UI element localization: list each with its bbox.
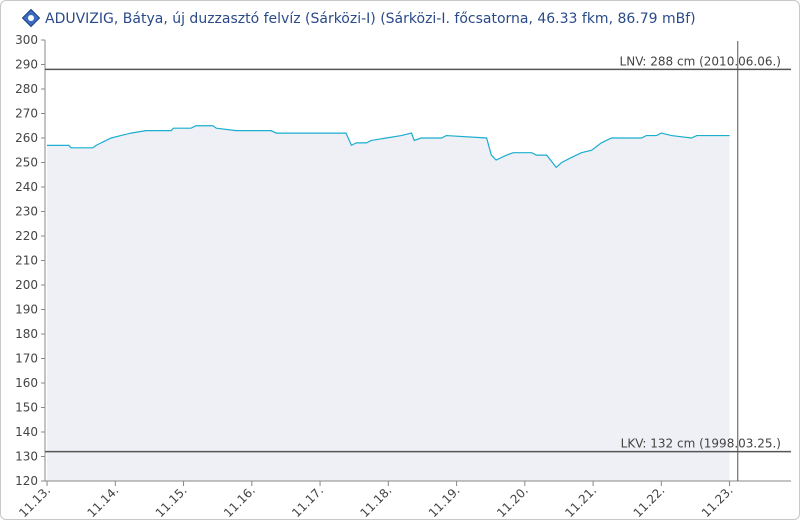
- chart-title: ADUVIZIG, Bátya, új duzzasztó felvíz (Sá…: [45, 11, 696, 27]
- x-tick-label: 11.16.: [221, 483, 258, 519]
- area: [47, 125, 730, 481]
- y-tick-label: 250: [15, 156, 38, 170]
- y-tick-label: 230: [15, 205, 38, 219]
- y-tick-label: 260: [15, 131, 38, 145]
- y-tick-label: 150: [15, 401, 38, 415]
- y-tick-label: 160: [15, 376, 38, 390]
- y-tick-label: 300: [15, 33, 38, 47]
- line: [47, 125, 730, 169]
- x-tick-label: 11.21.: [562, 483, 599, 519]
- y-tick-label: 220: [15, 229, 38, 243]
- x-tick-label: 11.20.: [494, 483, 531, 519]
- y-tick-label: 290: [15, 58, 38, 72]
- y-tick-label: 270: [15, 107, 38, 121]
- x-tick-label: 11.22.: [631, 483, 668, 519]
- y-tick-label: 240: [15, 180, 38, 194]
- x-tick-label: 11.17.: [289, 483, 326, 519]
- x-tick-label: 11.15.: [153, 483, 190, 519]
- y-tick-label: 190: [15, 303, 38, 317]
- y-tick-label: 140: [15, 425, 38, 439]
- x-tick-label: 11.14.: [85, 483, 122, 519]
- logo: [21, 8, 41, 28]
- y-tick-label: 180: [15, 327, 38, 341]
- y-tick-label: 120: [15, 474, 38, 488]
- reference-label: LKV: 132 cm (1998.03.25.): [621, 437, 781, 451]
- x-tick-label: 11.13.: [16, 483, 53, 519]
- y-tick-label: 200: [15, 278, 38, 292]
- y-tick-label: 170: [15, 352, 38, 366]
- x-tick-label: 11.23.: [699, 483, 736, 519]
- x-tick-label: 11.19.: [426, 483, 463, 519]
- x-tick-label: 11.18.: [358, 483, 395, 519]
- y-tick-label: 280: [15, 82, 38, 96]
- y-tick-label: 130: [15, 450, 38, 464]
- y-tick-label: 210: [15, 254, 38, 268]
- reference-label: LNV: 288 cm (2010.06.06.): [620, 54, 781, 68]
